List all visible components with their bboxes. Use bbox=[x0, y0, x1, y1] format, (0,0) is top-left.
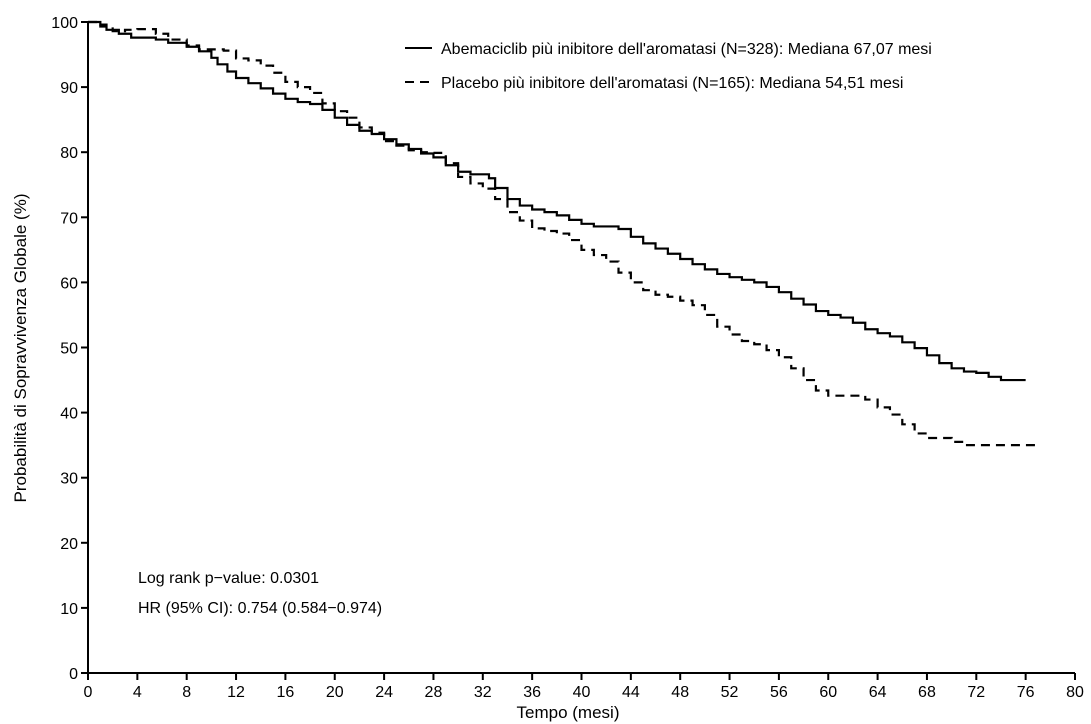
annotation-hazard-ratio: HR (95% CI): 0.754 (0.584−0.974) bbox=[138, 600, 382, 617]
y-axis-title: Probabilità di Sopravvivenza Globale (%) bbox=[11, 194, 30, 503]
y-ticks: 0 10 20 30 40 50 60 70 80 90 100 bbox=[51, 15, 88, 683]
y-tick-label: 100 bbox=[51, 15, 78, 32]
annotation-log-rank: Log rank p−value: 0.0301 bbox=[138, 570, 319, 587]
y-tick-label: 60 bbox=[60, 275, 78, 292]
x-tick-label: 20 bbox=[326, 684, 344, 701]
x-tick-label: 48 bbox=[671, 684, 689, 701]
y-tick-label: 30 bbox=[60, 471, 78, 488]
x-tick-label: 52 bbox=[721, 684, 739, 701]
legend-label-abemaciclib: Abemaciclib più inibitore dell'aromatasi… bbox=[441, 41, 932, 58]
y-tick-label: 80 bbox=[60, 145, 78, 162]
x-tick-label: 60 bbox=[819, 684, 837, 701]
y-tick-label: 0 bbox=[69, 666, 78, 683]
x-tick-label: 76 bbox=[1017, 684, 1035, 701]
x-tick-label: 72 bbox=[967, 684, 985, 701]
x-tick-label: 80 bbox=[1066, 684, 1084, 701]
x-tick-label: 32 bbox=[474, 684, 492, 701]
x-axis-title: Tempo (mesi) bbox=[517, 703, 620, 722]
x-tick-label: 36 bbox=[523, 684, 541, 701]
x-ticks: 0 4 8 12 16 20 24 28 32 36 40 44 48 52 56 60 64 68 72 76 80 bbox=[84, 673, 1084, 701]
axes: 0 4 8 12 16 20 24 28 32 36 40 44 48 52 56 60 64 68 72 76 80 … bbox=[51, 15, 1084, 701]
x-tick-label: 16 bbox=[277, 684, 295, 701]
x-tick-label: 56 bbox=[770, 684, 788, 701]
y-tick-label: 10 bbox=[60, 601, 78, 618]
x-tick-label: 68 bbox=[918, 684, 936, 701]
x-tick-label: 24 bbox=[375, 684, 393, 701]
y-tick-label: 40 bbox=[60, 406, 78, 423]
y-tick-label: 20 bbox=[60, 536, 78, 553]
y-tick-label: 90 bbox=[60, 80, 78, 97]
legend-label-placebo: Placebo più inibitore dell'aromatasi (N=… bbox=[441, 75, 903, 92]
legend: Abemaciclib più inibitore dell'aromatasi… bbox=[405, 41, 932, 92]
x-tick-label: 4 bbox=[133, 684, 142, 701]
x-tick-label: 40 bbox=[573, 684, 591, 701]
x-tick-label: 28 bbox=[425, 684, 443, 701]
x-tick-label: 64 bbox=[869, 684, 887, 701]
x-tick-label: 44 bbox=[622, 684, 640, 701]
x-tick-label: 8 bbox=[182, 684, 191, 701]
x-tick-label: 12 bbox=[227, 684, 245, 701]
y-tick-label: 70 bbox=[60, 210, 78, 227]
x-tick-label: 0 bbox=[84, 684, 93, 701]
y-tick-label: 50 bbox=[60, 341, 78, 358]
